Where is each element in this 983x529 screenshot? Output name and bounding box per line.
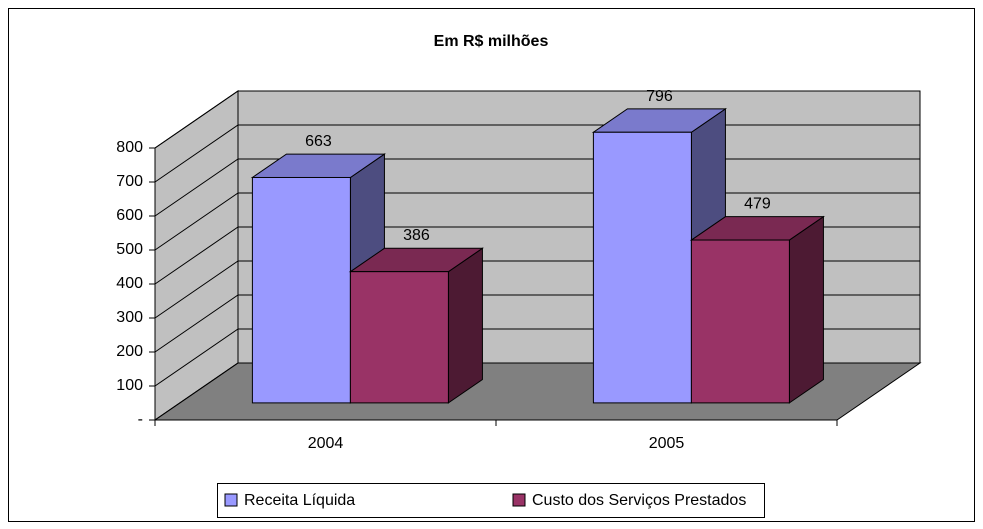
legend-box: [217, 483, 765, 518]
y-tick-label: 800: [116, 139, 143, 156]
data-label: 386: [403, 227, 430, 244]
bar-side: [447, 247, 483, 404]
y-tick-label: 300: [116, 309, 143, 326]
x-tick-label: 2005: [649, 435, 685, 452]
y-tick-label: 600: [116, 207, 143, 224]
grid-line: [154, 90, 920, 149]
y-tick-label: 700: [116, 173, 143, 190]
legend-label: Receita Líquida: [244, 492, 355, 509]
legend-swatch: [512, 493, 526, 507]
y-tick-label: -: [138, 411, 143, 428]
x-tick-label: 2004: [308, 435, 344, 452]
y-tick-label: 400: [116, 275, 143, 292]
legend-label: Custo dos Serviços Prestados: [532, 492, 746, 509]
data-label: 479: [744, 196, 771, 213]
data-label: 796: [646, 88, 673, 105]
bar-side: [788, 215, 824, 404]
bar: [690, 239, 790, 404]
chart-title: Em R$ milhões: [434, 33, 549, 50]
bar: [592, 131, 692, 404]
legend-swatch: [224, 493, 238, 507]
y-tick-label: 500: [116, 241, 143, 258]
bar: [349, 271, 449, 404]
y-tick-label: 100: [116, 377, 143, 394]
bar: [251, 176, 351, 404]
data-label: 663: [305, 133, 332, 150]
y-tick-label: 200: [116, 343, 143, 360]
